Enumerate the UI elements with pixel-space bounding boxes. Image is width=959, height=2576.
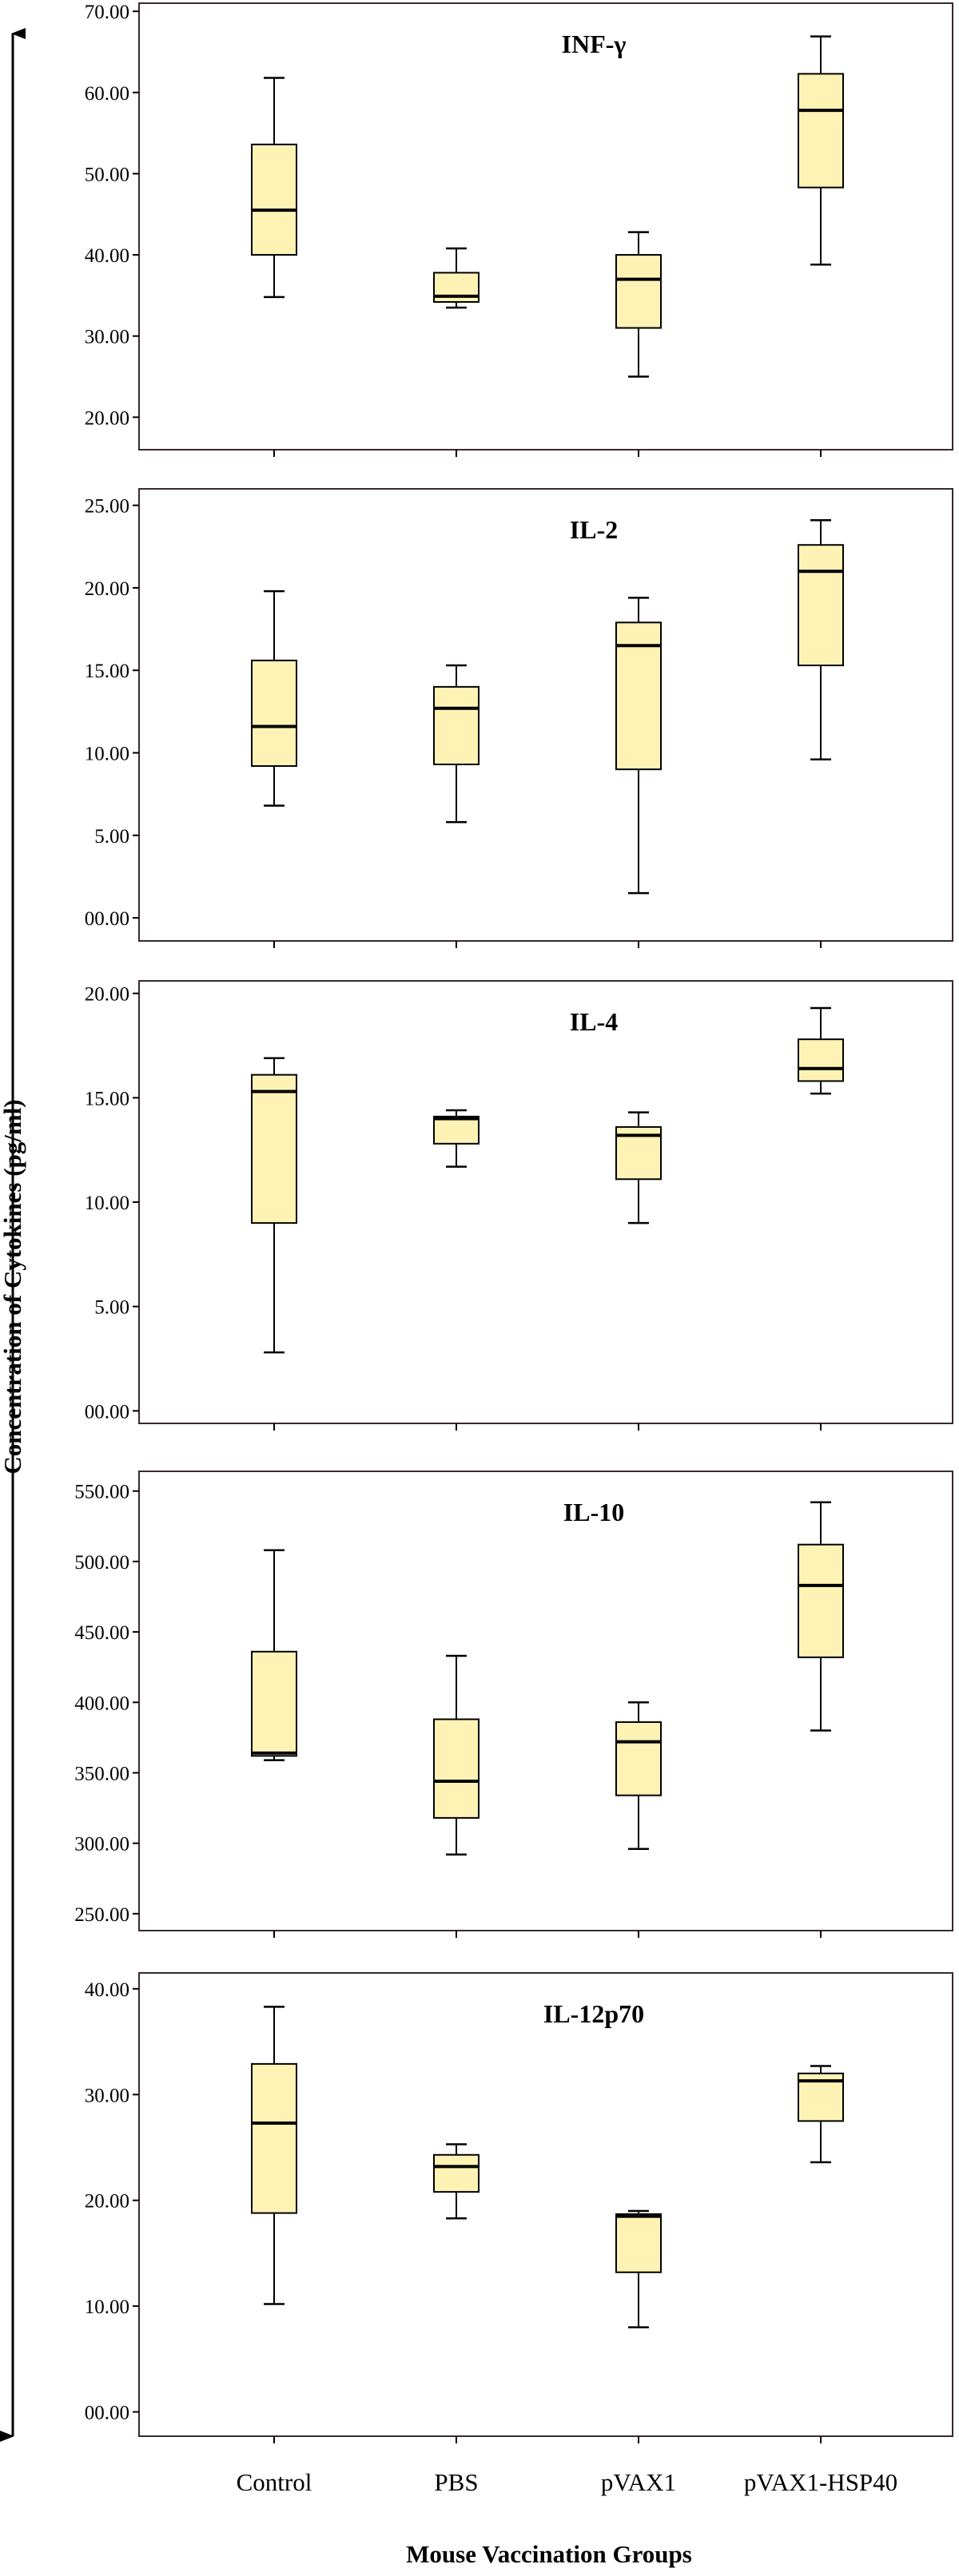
box-iqr [433, 1115, 480, 1145]
y-tick-label: 500.00 [74, 1552, 129, 1574]
box-pbs [433, 1109, 480, 1168]
y-tick-label: 20.00 [85, 2191, 129, 2213]
box-iqr [798, 73, 844, 189]
x-category-label: PBS [434, 2468, 478, 2496]
y-axis-label: Concentration of Cytokines (pg/ml) [0, 1099, 26, 1475]
y-tick-label: 00.00 [85, 1401, 129, 1423]
y-tick-label: 40.00 [85, 1979, 129, 2001]
y-tick-label: 40.00 [85, 245, 129, 267]
box-iqr [251, 143, 297, 256]
y-tick-label: 15.00 [85, 661, 129, 682]
box-iqr [251, 2062, 297, 2214]
y-tick-label: 10.00 [85, 2296, 129, 2318]
x-axis-label: Mouse Vaccination Groups [406, 2540, 692, 2568]
y-axis-label-wrap: Concentration of Cytokines (pg/ml) [0, 0, 26, 2576]
y-tick-label: 20.00 [85, 407, 129, 429]
box-pvax1-hsp40 [798, 35, 844, 266]
y-tick-label: 15.00 [85, 1088, 129, 1109]
panel-2: IL-2 00.00 5.00 10.00 15.00 20.00 25.00 [85, 488, 953, 948]
x-category-label: pVAX1-HSP40 [744, 2468, 897, 2496]
box-pvax1 [615, 1701, 662, 1850]
panel-4: IL-10 250.00 300.00 350.00 400.00 450.00 500.0… [74, 1471, 953, 1938]
y-tick-label: 450.00 [74, 1622, 129, 1644]
y-tick-label: 00.00 [85, 2403, 129, 2424]
box-pvax1 [615, 2209, 662, 2328]
y-tick-label: 30.00 [85, 2085, 129, 2106]
box-iqr [798, 1543, 844, 1658]
y-tick-label: 300.00 [74, 1834, 129, 1856]
y-tick-label: 5.00 [94, 826, 129, 847]
panel-frame [138, 1471, 953, 1931]
y-tick-label: 20.00 [85, 578, 129, 600]
box-control [251, 77, 297, 299]
box-control [251, 589, 297, 807]
y-tick-label: 20.00 [85, 984, 129, 1006]
box-iqr [798, 544, 844, 667]
box-iqr [251, 1074, 297, 1224]
box-iqr [433, 2153, 480, 2193]
y-tick-label: 400.00 [74, 1693, 129, 1714]
y-tick-label: 10.00 [85, 744, 129, 765]
y-tick-label: 60.00 [85, 83, 129, 105]
box-control [251, 1057, 297, 1354]
panel-frame [138, 2, 953, 451]
box-iqr [251, 659, 297, 768]
y-tick-label: 00.00 [85, 908, 129, 930]
box-pvax1-hsp40 [798, 1501, 844, 1732]
y-tick-label: 5.00 [94, 1297, 129, 1319]
panel-3: IL-4 00.00 5.00 10.00 15.00 20.00 [85, 980, 953, 1431]
panel-title: IL-2 [570, 515, 618, 544]
box-iqr [433, 1718, 480, 1819]
box-pbs [433, 247, 480, 309]
panel-title: INF-γ [562, 30, 627, 58]
box-pbs [433, 1654, 480, 1856]
y-tick-label: 350.00 [74, 1763, 129, 1784]
box-pvax1 [615, 231, 662, 378]
panel-title: IL-4 [570, 1007, 618, 1036]
panel-5: IL-12p70 00.00 10.00 20.00 30.00 40.00 [85, 1972, 953, 2443]
box-pvax1 [615, 1111, 662, 1224]
y-tick-label: 250.00 [74, 1904, 129, 1926]
y-tick-label: 10.00 [85, 1193, 129, 1214]
panel-frame [138, 488, 953, 942]
box-iqr [798, 1038, 844, 1082]
y-tick-label: 30.00 [85, 327, 129, 348]
panel-1: INF-γ 20.00 30.00 40.00 50.00 60.00 70.00 [85, 2, 953, 457]
box-iqr [615, 1721, 662, 1796]
x-category-label: Control [237, 2468, 312, 2496]
box-iqr [615, 254, 662, 329]
y-tick-label: 70.00 [85, 2, 129, 23]
box-pvax1-hsp40 [798, 2065, 844, 2164]
panel-title: IL-10 [563, 1498, 624, 1526]
panel-frame [138, 1972, 953, 2437]
box-pvax1 [615, 597, 662, 895]
box-control [251, 2006, 297, 2305]
box-pvax1-hsp40 [798, 518, 844, 761]
box-pvax1-hsp40 [798, 1006, 844, 1095]
box-iqr [433, 685, 480, 765]
y-tick-label: 550.00 [74, 1482, 129, 1503]
y-tick-label: 50.00 [85, 164, 129, 185]
box-pbs [433, 2143, 480, 2220]
box-control [251, 1549, 297, 1761]
box-iqr [615, 2213, 662, 2273]
x-category-label: pVAX1 [601, 2468, 676, 2496]
y-tick-label: 25.00 [85, 496, 129, 518]
box-pbs [433, 664, 480, 824]
box-iqr [251, 1650, 297, 1757]
panel-title: IL-12p70 [543, 1999, 644, 2028]
